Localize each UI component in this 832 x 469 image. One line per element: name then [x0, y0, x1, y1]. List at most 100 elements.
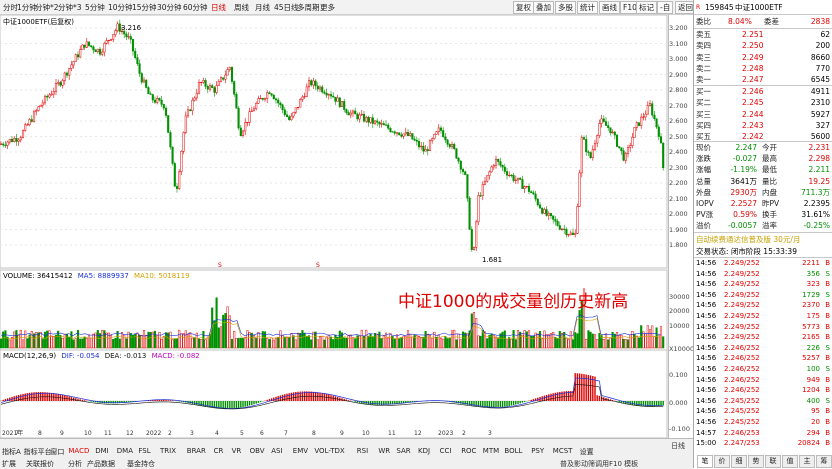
toolbar-button-8[interactable]: 返回 — [675, 1, 696, 14]
indicator-tab-22[interactable]: BOLL — [504, 447, 523, 455]
indicator-tab-23[interactable]: PSY — [531, 447, 545, 455]
volume-tick-1: 20000 — [669, 307, 690, 315]
indicator-tab-21[interactable]: MTM — [482, 447, 500, 455]
ask-row: 卖三 2.249 8660 — [694, 52, 832, 63]
candle-body — [189, 109, 192, 112]
candle-body — [169, 132, 172, 148]
quote-footer-tab-6[interactable]: 主 — [799, 455, 815, 468]
candle-body — [15, 138, 18, 142]
indicator-tab-9[interactable]: CR — [213, 447, 224, 455]
indicator-tab-24[interactable]: MCST — [552, 447, 573, 455]
period-tab-7[interactable]: 30分钟 — [157, 3, 182, 12]
period-tab-0[interactable]: 分时 — [3, 3, 18, 12]
tick-time: 14:56 — [696, 259, 717, 267]
toolbar-button-1[interactable]: 叠加 — [533, 1, 554, 14]
toolbar-button-7[interactable]: -自 — [657, 1, 674, 14]
bid-price: 2.244 — [742, 109, 764, 119]
quote-footer-tab-3[interactable]: 势 — [748, 455, 764, 468]
indicator-tab-6[interactable]: FSL — [138, 447, 151, 455]
volume-bar — [129, 333, 132, 349]
indicator-tab-20[interactable]: ROC — [461, 447, 477, 455]
indicator-tab-8[interactable]: BRAR — [186, 447, 206, 455]
toolbar-button-3[interactable]: 统计 — [577, 1, 598, 14]
toolbar-button-6[interactable]: 标记 — [636, 1, 657, 14]
quote-footer-tab-0[interactable]: 笔 — [697, 455, 713, 468]
period-tab-4[interactable]: 5分钟 — [85, 3, 105, 12]
candle-body — [488, 171, 491, 176]
toolbar-button-0[interactable]: 复权 — [513, 1, 534, 14]
candle-body — [28, 119, 31, 125]
indicator-tab-12[interactable]: ASI — [271, 447, 283, 455]
candle-body — [162, 104, 165, 109]
indicator-tab-0[interactable]: 指标A — [2, 448, 21, 456]
toolbar-button-5[interactable]: F10 — [620, 1, 640, 14]
indicator-tab-13[interactable]: EMV — [292, 447, 309, 455]
toolbar-button-2[interactable]: 多股 — [555, 1, 576, 14]
stat-value: -1.19% — [730, 165, 757, 175]
volume-bar — [83, 336, 86, 349]
candle-body — [549, 213, 553, 216]
volume-bar — [321, 335, 324, 349]
template-button[interactable]: 普及影动筛调用F10 模板 — [560, 460, 639, 468]
indicator-tab-19[interactable]: CCI — [439, 447, 452, 455]
indicator-tab-14[interactable]: VOL-TDX — [314, 447, 345, 455]
period-tab-8[interactable]: 60分钟 — [183, 3, 208, 12]
period-tab-14[interactable]: 更多 — [320, 3, 335, 12]
period-tab-10[interactable]: 周线 — [234, 3, 249, 12]
price-tick-13: 1.900 — [669, 225, 688, 234]
indicator-tab-17[interactable]: SAR — [396, 447, 411, 455]
indicator-tab-25[interactable]: 设置 — [579, 448, 594, 456]
period-tab-2[interactable]: 分钟*2 — [35, 3, 59, 12]
indicator-tab-11[interactable]: OBV — [249, 447, 265, 455]
extension-tab-2[interactable]: 分析 — [68, 460, 82, 468]
volume-bar — [255, 337, 258, 349]
indicator-tab-16[interactable]: WR — [378, 447, 391, 455]
candle-body — [63, 72, 66, 81]
extension-tab-1[interactable]: 关联报价 — [26, 460, 54, 468]
quote-footer-tab-7[interactable]: 筹 — [816, 455, 832, 468]
indicator-tab-18[interactable]: KDJ — [418, 447, 431, 455]
quote-footer-tab-2[interactable]: 细 — [731, 455, 747, 468]
indicator-tab-1[interactable]: 指标平台 — [23, 448, 52, 456]
extension-tab-3[interactable]: 产品数据 — [87, 460, 115, 468]
period-tab-12[interactable]: 45日线 — [274, 3, 299, 12]
period-tab-11[interactable]: 月线 — [255, 3, 270, 12]
volume-bar — [580, 300, 583, 349]
ask-level: 卖四 — [696, 41, 711, 51]
volume-bar — [367, 335, 370, 349]
candle-body — [444, 136, 447, 141]
quote-footer-tab-5[interactable]: 值 — [782, 455, 798, 468]
indicator-tab-3[interactable]: MACD — [68, 447, 90, 455]
volume-bar — [316, 339, 319, 349]
period-tab-9[interactable]: 日线 — [211, 3, 226, 12]
indicator-tab-5[interactable]: DMA — [116, 447, 134, 455]
indicator-tab-10[interactable]: VR — [231, 447, 242, 455]
extension-tab-4[interactable]: 基金持仓 — [127, 460, 155, 468]
volume-bar — [547, 334, 550, 349]
volume-bar — [508, 337, 511, 349]
toolbar-button-4[interactable]: 画线 — [599, 1, 620, 14]
date-tick: 2 — [462, 430, 466, 437]
indicator-tab-15[interactable]: RSI — [356, 447, 369, 455]
quote-footer-tab-1[interactable]: 价 — [714, 455, 730, 468]
kline-chart-area[interactable]: S S 2021年 7 8 9 10 11 12 2022 2 3 4 5 6 7 8 9 10 11 12 2023 2 3… — [0, 14, 668, 439]
period-tab-3[interactable]: 分钟*3 — [58, 3, 82, 12]
tick-volume: 2165 — [802, 333, 820, 342]
extension-tab-0[interactable]: 扩展 — [2, 460, 16, 468]
candle-body — [457, 157, 460, 162]
candle-body — [442, 130, 445, 138]
bid-row: 买五 2.242 5600 — [694, 131, 832, 142]
volume-bar — [222, 314, 225, 349]
period-tab-6[interactable]: 15分钟 — [132, 3, 157, 12]
stat-label: 涨跌 — [696, 154, 711, 164]
period-tab-13[interactable]: 多周期 — [297, 3, 320, 12]
indicator-tab-2[interactable]: 窗口 — [50, 448, 65, 456]
quote-footer-tab-4[interactable]: 联 — [765, 455, 781, 468]
indicator-tab-4[interactable]: DMI — [95, 447, 109, 455]
tick-price: 2.245/252 — [724, 396, 760, 405]
period-tab-5[interactable]: 10分钟 — [108, 3, 133, 12]
indicator-tab-7[interactable]: TRIX — [160, 447, 176, 455]
promo-banner[interactable]: 自动续费通达信普及版 30元/月 — [696, 235, 801, 244]
period-tab-1[interactable]: 1分钟 — [17, 3, 37, 12]
